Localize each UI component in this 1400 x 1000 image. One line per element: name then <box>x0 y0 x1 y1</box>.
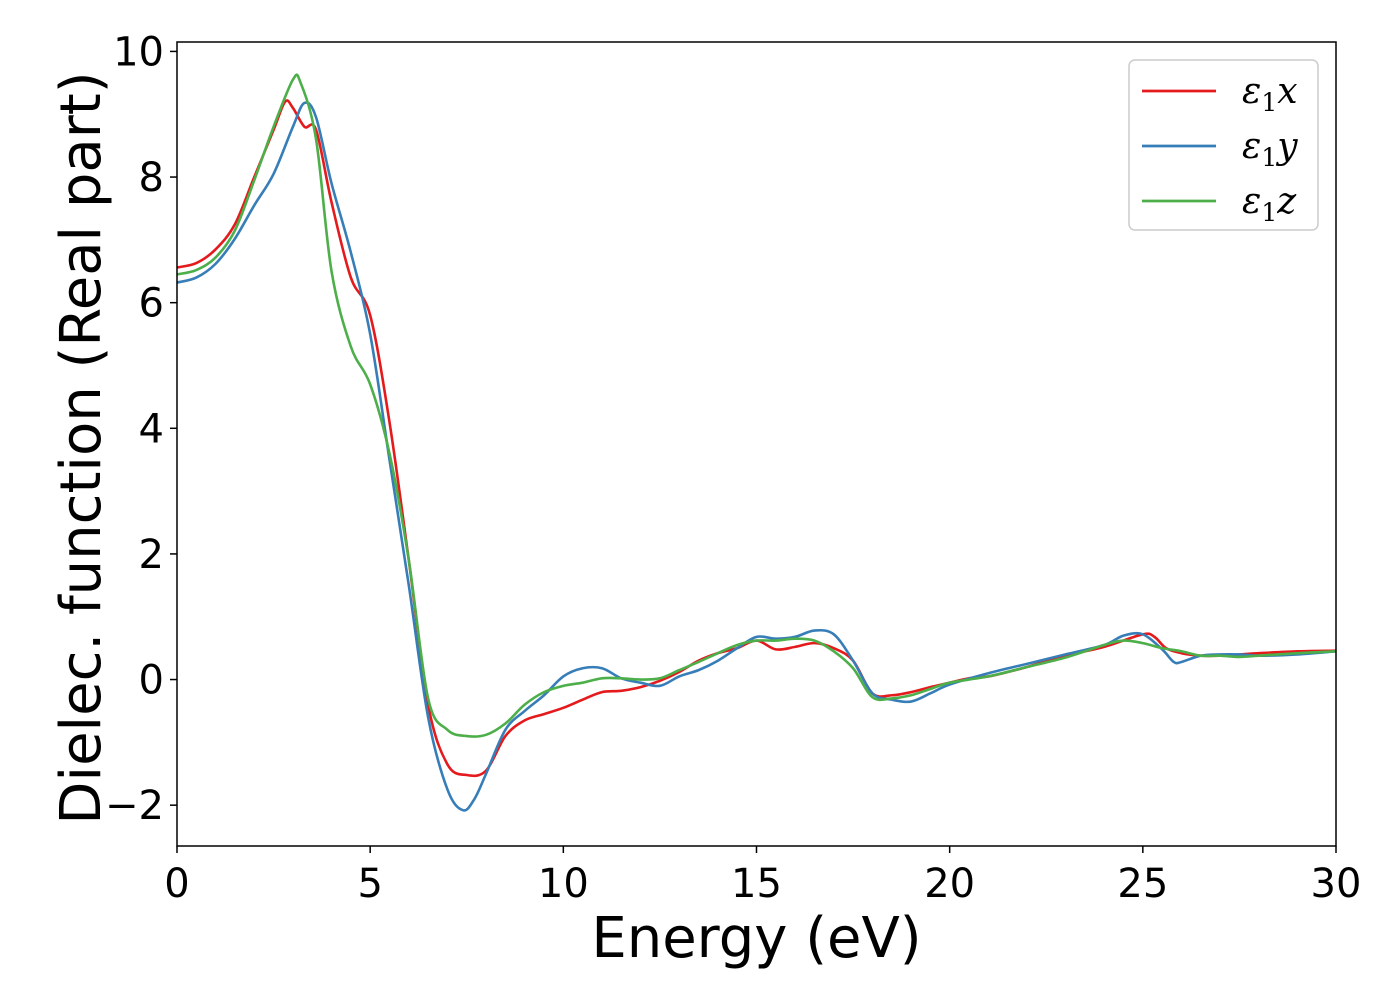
y-tick-label: 0 <box>139 658 164 704</box>
legend-label-3: ε1z <box>1242 181 1297 227</box>
y-tick-label: 8 <box>139 155 164 201</box>
y-tick-label: −2 <box>105 783 164 829</box>
y-tick-label: 6 <box>139 281 164 327</box>
x-tick-label: 5 <box>357 861 382 907</box>
series-layer <box>177 73 1336 812</box>
x-tick-label: 25 <box>1117 861 1168 907</box>
y-axis-title: Dielec. function (Real part) <box>49 71 114 824</box>
series-line-3 <box>177 73 1336 738</box>
x-tick-label: 10 <box>538 861 589 907</box>
x-tick-label: 0 <box>164 861 189 907</box>
y-tick-label: 4 <box>139 406 164 452</box>
series-line-2 <box>177 101 1336 812</box>
legend-label-2: ε1y <box>1242 126 1298 172</box>
x-tick-label: 15 <box>731 861 782 907</box>
legend-label-1: ε1x <box>1242 71 1298 117</box>
x-tick-label: 20 <box>924 861 975 907</box>
x-tick-label: 30 <box>1311 861 1362 907</box>
legend: ε1x ε1y ε1z <box>1128 59 1319 231</box>
x-axis-title: Energy (eV) <box>591 906 921 971</box>
legend-box <box>1128 59 1319 231</box>
y-tick-label: 10 <box>113 29 164 75</box>
y-tick-label: 2 <box>139 532 164 578</box>
